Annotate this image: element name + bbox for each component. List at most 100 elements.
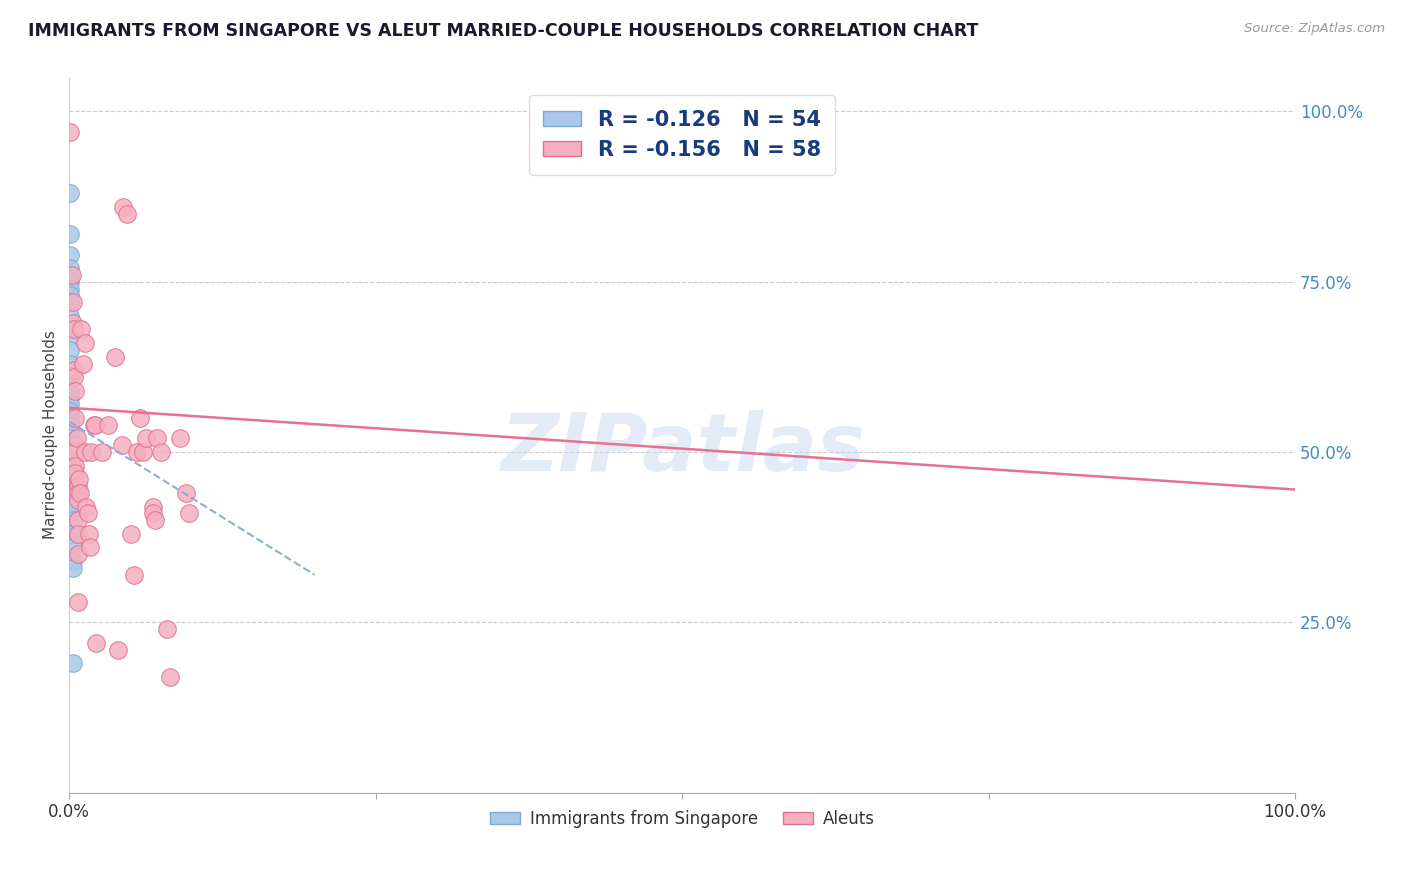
Point [59,268,82,282]
Point [75,500,97,514]
Point [59,445,82,459]
Point [156,622,179,636]
Point [59,186,82,201]
Point [84,636,107,650]
Point [59,500,82,514]
Point [66,595,89,609]
Point [65,411,87,425]
Point [83,417,105,432]
Point [60,472,83,486]
Point [59,458,82,473]
Point [59,479,82,493]
Point [75,336,97,351]
Point [60,451,83,466]
Point [174,486,197,500]
Legend: Immigrants from Singapore, Aleuts: Immigrants from Singapore, Aleuts [482,803,882,834]
Point [65,458,87,473]
Point [66,526,89,541]
Point [129,411,152,425]
Point [59,125,82,139]
Y-axis label: Married-couple Households: Married-couple Households [44,331,58,540]
Point [122,567,145,582]
Point [59,466,82,480]
Point [75,445,97,459]
Point [125,445,148,459]
Point [62,657,84,671]
Point [59,309,82,323]
Point [132,445,155,459]
Point [59,322,82,336]
Point [66,479,89,493]
Point [91,445,114,459]
Point [146,432,169,446]
Point [59,357,82,371]
Point [62,438,84,452]
Point [142,500,165,514]
Point [59,513,82,527]
Point [159,670,181,684]
Point [59,275,82,289]
Point [111,438,134,452]
Point [120,526,142,541]
Point [59,445,82,459]
Point [59,295,82,310]
Point [59,432,82,446]
Point [62,561,84,575]
Point [62,500,84,514]
Point [80,445,103,459]
Point [62,466,84,480]
Point [62,295,84,310]
Point [60,268,83,282]
Point [59,227,82,241]
Point [59,451,82,466]
Text: IMMIGRANTS FROM SINGAPORE VS ALEUT MARRIED-COUPLE HOUSEHOLDS CORRELATION CHART: IMMIGRANTS FROM SINGAPORE VS ALEUT MARRI… [28,22,979,40]
Point [179,507,201,521]
Point [79,541,101,555]
Point [65,384,87,398]
Point [66,547,89,561]
Point [59,425,82,439]
Point [76,507,98,521]
Point [115,207,138,221]
Point [62,526,84,541]
Point [59,486,82,500]
Point [63,322,86,336]
Point [59,472,82,486]
Point [59,370,82,384]
Point [59,404,82,418]
Point [59,417,82,432]
Point [150,445,173,459]
Point [66,486,89,500]
Point [112,200,135,214]
Point [65,466,87,480]
Point [59,343,82,357]
Point [107,642,129,657]
Point [59,247,82,261]
Point [135,432,157,446]
Point [59,329,82,343]
Point [60,458,83,473]
Point [59,526,82,541]
Point [60,486,83,500]
Point [59,384,82,398]
Point [62,554,84,568]
Point [70,322,93,336]
Point [62,486,84,500]
Point [66,513,89,527]
Point [97,417,120,432]
Point [65,445,87,459]
Point [84,417,107,432]
Point [62,513,84,527]
Point [59,438,82,452]
Point [63,363,86,377]
Point [66,492,89,507]
Point [60,445,83,459]
Point [62,541,84,555]
Point [59,507,82,521]
Point [72,357,94,371]
Point [59,492,82,507]
Point [142,507,165,521]
Text: Source: ZipAtlas.com: Source: ZipAtlas.com [1244,22,1385,36]
Point [169,432,191,446]
Point [63,370,86,384]
